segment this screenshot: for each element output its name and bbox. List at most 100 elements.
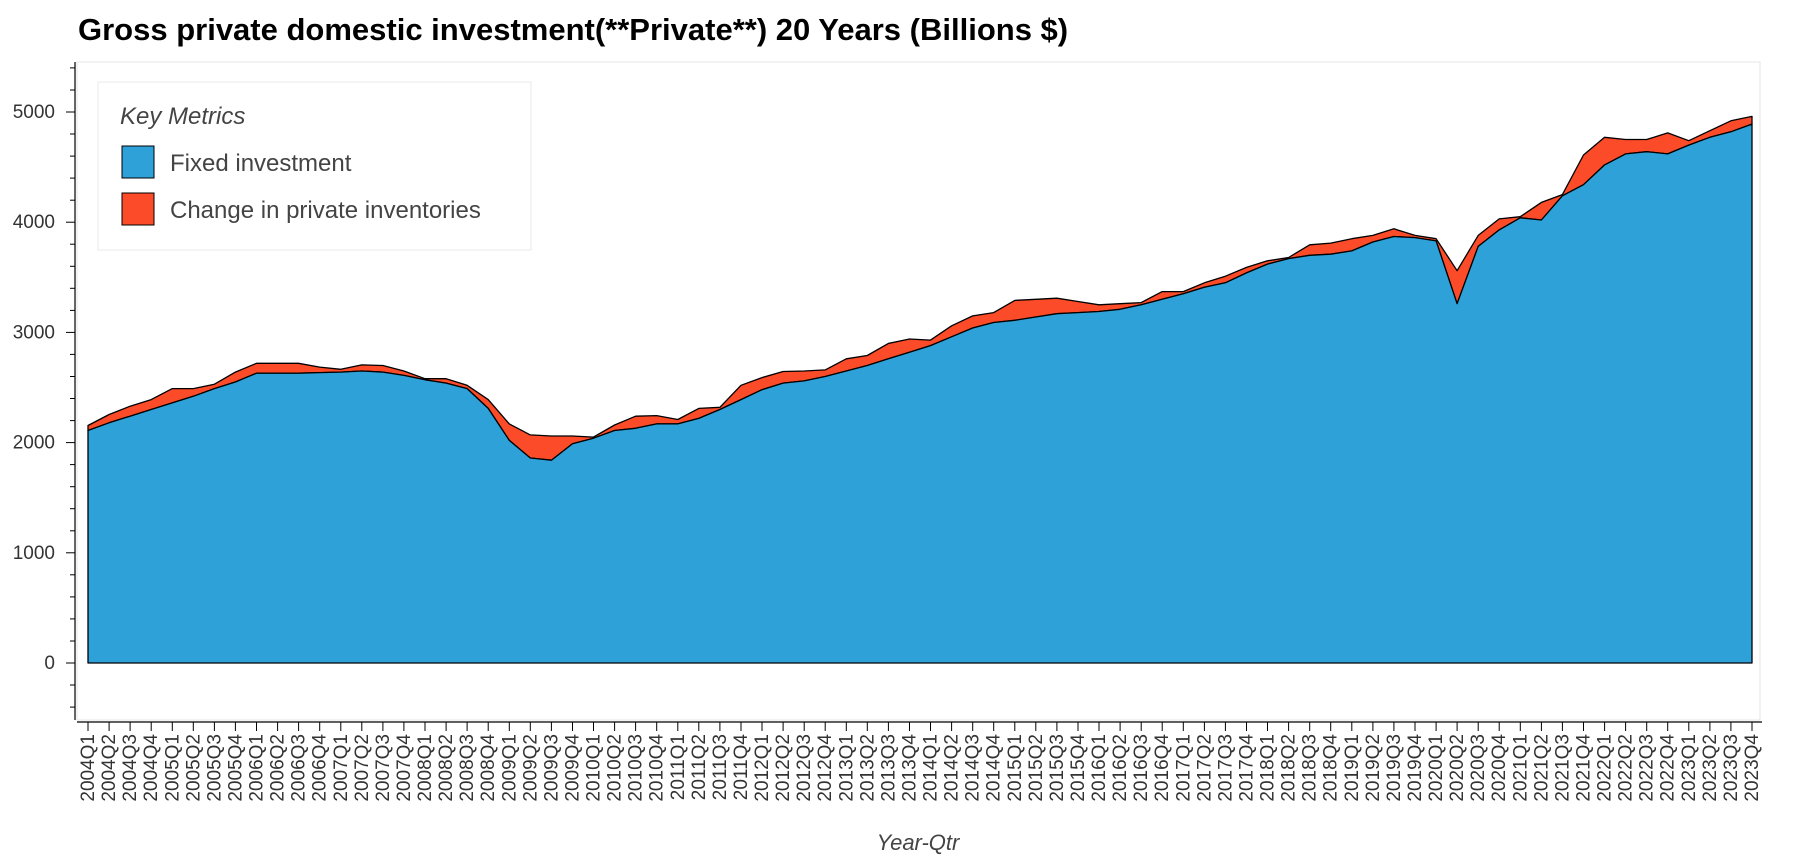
x-tick-label: 2015Q2	[1026, 734, 1047, 802]
x-tick-label: 2017Q1	[1173, 734, 1194, 802]
x-tick-label: 2023Q4	[1742, 734, 1763, 802]
x-tick-label: 2009Q4	[563, 734, 584, 802]
x-tick-label: 2011Q2	[689, 734, 710, 800]
x-tick-label: 2021Q4	[1574, 734, 1595, 802]
x-tick-label: 2013Q4	[900, 734, 921, 802]
x-tick-label: 2014Q3	[963, 734, 984, 802]
x-tick-label: 2005Q2	[183, 734, 204, 802]
x-tick-label: 2006Q1	[247, 734, 268, 802]
x-tick-label: 2007Q1	[331, 734, 352, 802]
x-tick-label: 2023Q3	[1721, 734, 1742, 802]
y-tick-label: 3000	[13, 322, 55, 343]
x-tick-label: 2008Q1	[415, 734, 436, 802]
legend-label-fixed-investment: Fixed investment	[170, 150, 352, 177]
y-tick-label: 1000	[13, 543, 55, 564]
x-tick-label: 2004Q2	[99, 734, 120, 802]
x-tick-label: 2012Q2	[773, 734, 794, 802]
x-tick-label: 2020Q2	[1447, 734, 1468, 802]
stacked-areas	[87, 115, 1753, 664]
x-tick-label: 2014Q2	[942, 734, 963, 802]
x-tick-label: 2018Q1	[1258, 734, 1279, 802]
x-tick-label: 2017Q3	[1215, 734, 1236, 802]
x-tick-label: 2017Q2	[1194, 734, 1215, 802]
x-tick-label: 2011Q1	[668, 734, 689, 800]
x-tick-label: 2020Q3	[1468, 734, 1489, 802]
y-tick-label: 0	[44, 653, 55, 674]
x-tick-label: 2020Q4	[1489, 734, 1510, 802]
y-tick-label: 4000	[13, 212, 55, 233]
y-axis: 0 1000 2000 3000 4000 5000	[13, 62, 76, 720]
x-tick-label: 2019Q4	[1405, 734, 1426, 802]
x-tick-label: 2012Q4	[815, 734, 836, 802]
x-tick-label: 2010Q4	[647, 734, 668, 802]
legend-swatch-change-in-inventories	[121, 192, 155, 226]
x-tick-label: 2014Q4	[984, 734, 1005, 802]
x-tick-label: 2014Q1	[921, 734, 942, 802]
x-tick-label: 2019Q2	[1363, 734, 1384, 802]
x-tick-label: 2013Q2	[857, 734, 878, 802]
area-fixed-investment	[87, 123, 1753, 664]
x-axis-title: Year-Qtr	[877, 830, 961, 855]
x-tick-label: 2022Q1	[1595, 734, 1616, 802]
x-tick-label: 2005Q3	[204, 734, 225, 802]
x-tick-label: 2012Q1	[752, 734, 773, 802]
legend-label-change-in-inventories: Change in private inventories	[170, 197, 481, 224]
x-tick-label: 2015Q1	[1005, 734, 1026, 802]
x-tick-label: 2008Q3	[457, 734, 478, 802]
x-tick-label: 2020Q1	[1426, 734, 1447, 802]
x-tick-label: 2006Q3	[289, 734, 310, 802]
legend-swatch-fixed-investment	[121, 145, 155, 179]
chart-title: Gross private domestic investment(**Priv…	[78, 12, 1069, 47]
x-tick-label: 2023Q2	[1700, 734, 1721, 802]
x-tick-label: 2015Q4	[1068, 734, 1089, 802]
legend-box	[97, 81, 532, 251]
x-tick-label: 2008Q4	[478, 734, 499, 802]
x-tick-label: 2005Q1	[162, 734, 183, 802]
x-axis: 2004Q1 2004Q2 2004Q3 2004Q4 2005Q1 2005Q2 2005…	[77, 721, 1763, 802]
x-tick-label: 2015Q3	[1047, 734, 1068, 802]
x-tick-label: 2010Q1	[584, 734, 605, 802]
x-tick-label: 2007Q4	[394, 734, 415, 802]
x-tick-label: 2022Q3	[1637, 734, 1658, 802]
x-tick-label: 2018Q2	[1279, 734, 1300, 802]
x-tick-label: 2019Q3	[1384, 734, 1405, 802]
x-tick-label: 2021Q3	[1552, 734, 1573, 802]
x-tick-label: 2021Q1	[1510, 734, 1531, 802]
x-tick-label: 2022Q2	[1616, 734, 1637, 802]
x-tick-label: 2012Q3	[794, 734, 815, 802]
y-tick-label: 2000	[13, 433, 55, 454]
x-tick-label: 2021Q2	[1531, 734, 1552, 802]
x-tick-label: 2008Q2	[436, 734, 457, 802]
x-tick-label: 2006Q4	[310, 734, 331, 802]
x-tick-label: 2009Q3	[541, 734, 562, 802]
x-tick-label: 2016Q4	[1152, 734, 1173, 802]
x-tick-label: 2010Q2	[605, 734, 626, 802]
legend: Key Metrics Fixed investment Change in p…	[97, 81, 532, 251]
x-tick-label: 2009Q1	[499, 734, 520, 802]
x-tick-label: 2011Q3	[710, 734, 731, 800]
x-tick-label: 2013Q1	[836, 734, 857, 802]
x-tick-label: 2010Q3	[626, 734, 647, 802]
x-tick-label: 2004Q3	[120, 734, 141, 802]
x-tick-label: 2007Q2	[352, 734, 373, 802]
x-tick-label: 2011Q4	[731, 734, 752, 801]
x-tick-label: 2017Q4	[1237, 734, 1258, 802]
x-tick-label: 2016Q3	[1131, 734, 1152, 802]
x-tick-label: 2022Q4	[1658, 734, 1679, 802]
x-tick-label: 2009Q2	[520, 734, 541, 802]
x-tick-label: 2023Q1	[1679, 734, 1700, 802]
x-tick-label: 2006Q2	[268, 734, 289, 802]
x-tick-label: 2018Q3	[1300, 734, 1321, 802]
x-tick-label: 2016Q1	[1089, 734, 1110, 802]
x-tick-label: 2005Q4	[225, 734, 246, 802]
x-tick-label: 2013Q3	[878, 734, 899, 802]
x-tick-label: 2004Q4	[141, 734, 162, 802]
x-tick-label: 2019Q1	[1342, 734, 1363, 802]
x-tick-label: 2004Q1	[78, 734, 99, 802]
legend-title: Key Metrics	[120, 103, 245, 130]
x-tick-label: 2016Q2	[1110, 734, 1131, 802]
x-tick-label: 2007Q3	[373, 734, 394, 802]
x-tick-label: 2018Q4	[1321, 734, 1342, 802]
y-tick-label: 5000	[13, 102, 55, 123]
